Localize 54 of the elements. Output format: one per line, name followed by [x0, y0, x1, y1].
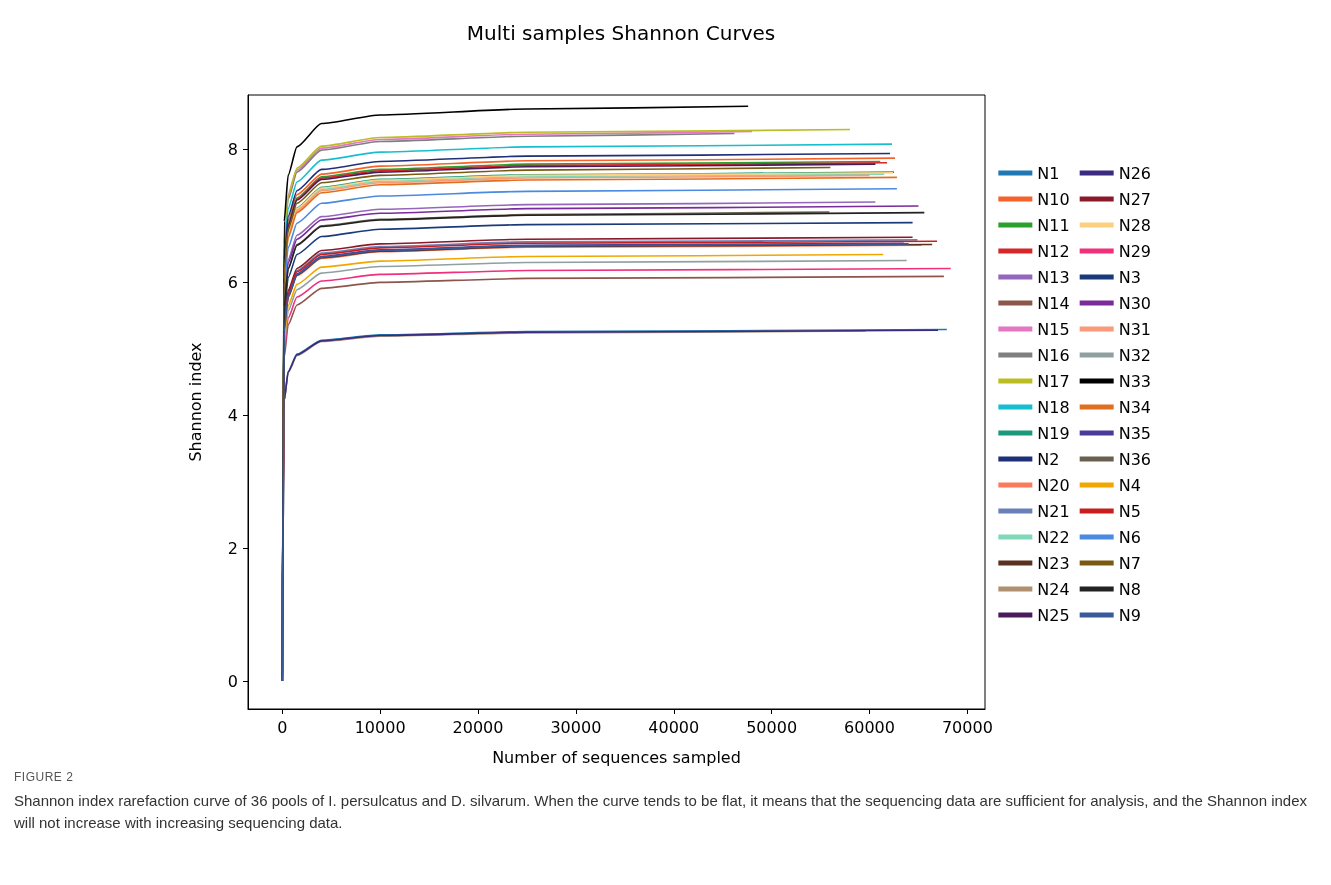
x-tick-label: 60000: [844, 717, 895, 737]
x-axis-title: Number of sequences sampled: [492, 747, 741, 767]
legend-label: N7: [1118, 553, 1141, 573]
legend-label: N24: [1037, 579, 1070, 599]
legend-label: N22: [1037, 527, 1070, 547]
legend-label: N18: [1037, 397, 1070, 417]
legend-label: N32: [1118, 345, 1151, 365]
y-tick-label: 6: [227, 272, 238, 292]
x-tick-label: 0: [277, 717, 288, 737]
legend-label: N17: [1037, 371, 1070, 391]
legend-label: N27: [1118, 189, 1151, 209]
legend-label: N28: [1118, 215, 1151, 235]
legend-label: N31: [1118, 319, 1151, 339]
x-tick-label: 40000: [648, 717, 700, 737]
legend-label: N30: [1118, 293, 1151, 313]
y-tick-label: 4: [227, 405, 238, 425]
legend-label: N4: [1118, 475, 1141, 495]
y-axis-title: Shannon index: [185, 342, 205, 462]
y-tick-label: 8: [227, 139, 238, 159]
legend-label: N5: [1118, 501, 1141, 521]
legend-label: N2: [1037, 449, 1060, 469]
legend-label: N1: [1037, 163, 1060, 183]
legend-label: N9: [1118, 605, 1141, 625]
y-tick-label: 2: [227, 538, 238, 558]
legend-label: N12: [1037, 241, 1070, 261]
legend-label: N23: [1037, 553, 1070, 573]
legend-label: N19: [1037, 423, 1070, 443]
x-tick-label: 30000: [550, 717, 602, 737]
legend-label: N15: [1037, 319, 1070, 339]
y-tick-label: 0: [227, 671, 238, 691]
caption: FIGURE 2: [14, 770, 75, 784]
legend-label: N36: [1118, 449, 1151, 469]
legend-label: N26: [1118, 163, 1151, 183]
legend-label: N35: [1118, 423, 1151, 443]
legend-label: N3: [1118, 267, 1141, 287]
legend-label: N16: [1037, 345, 1070, 365]
legend-label: N13: [1037, 267, 1070, 287]
legend-label: N8: [1118, 579, 1141, 599]
legend-label: N20: [1037, 475, 1070, 495]
legend-label: N33: [1118, 371, 1151, 391]
x-tick-label: 70000: [941, 717, 993, 737]
legend-label: N34: [1118, 397, 1151, 417]
legend-label: N29: [1118, 241, 1151, 261]
legend-label: N21: [1037, 501, 1070, 521]
legend-label: N10: [1037, 189, 1070, 209]
legend-label: N25: [1037, 605, 1070, 625]
x-tick-label: 50000: [746, 717, 798, 737]
x-tick-label: 10000: [354, 717, 406, 737]
legend-label: N6: [1118, 527, 1141, 547]
legend-label: N14: [1037, 293, 1070, 313]
legend-label: N11: [1037, 215, 1070, 235]
text: Shannon index rarefaction curve of 36 pools of I. persulcatus and D. silvarum. When the curve tends to be flat, it means that the sequencing data are sufficient for analysis, and the Shannon index will not increase with increasing sequencing data.: [14, 791, 1308, 833]
chart-title: Multi samples Shannon Curves: [466, 21, 776, 45]
x-tick-label: 20000: [452, 717, 504, 737]
